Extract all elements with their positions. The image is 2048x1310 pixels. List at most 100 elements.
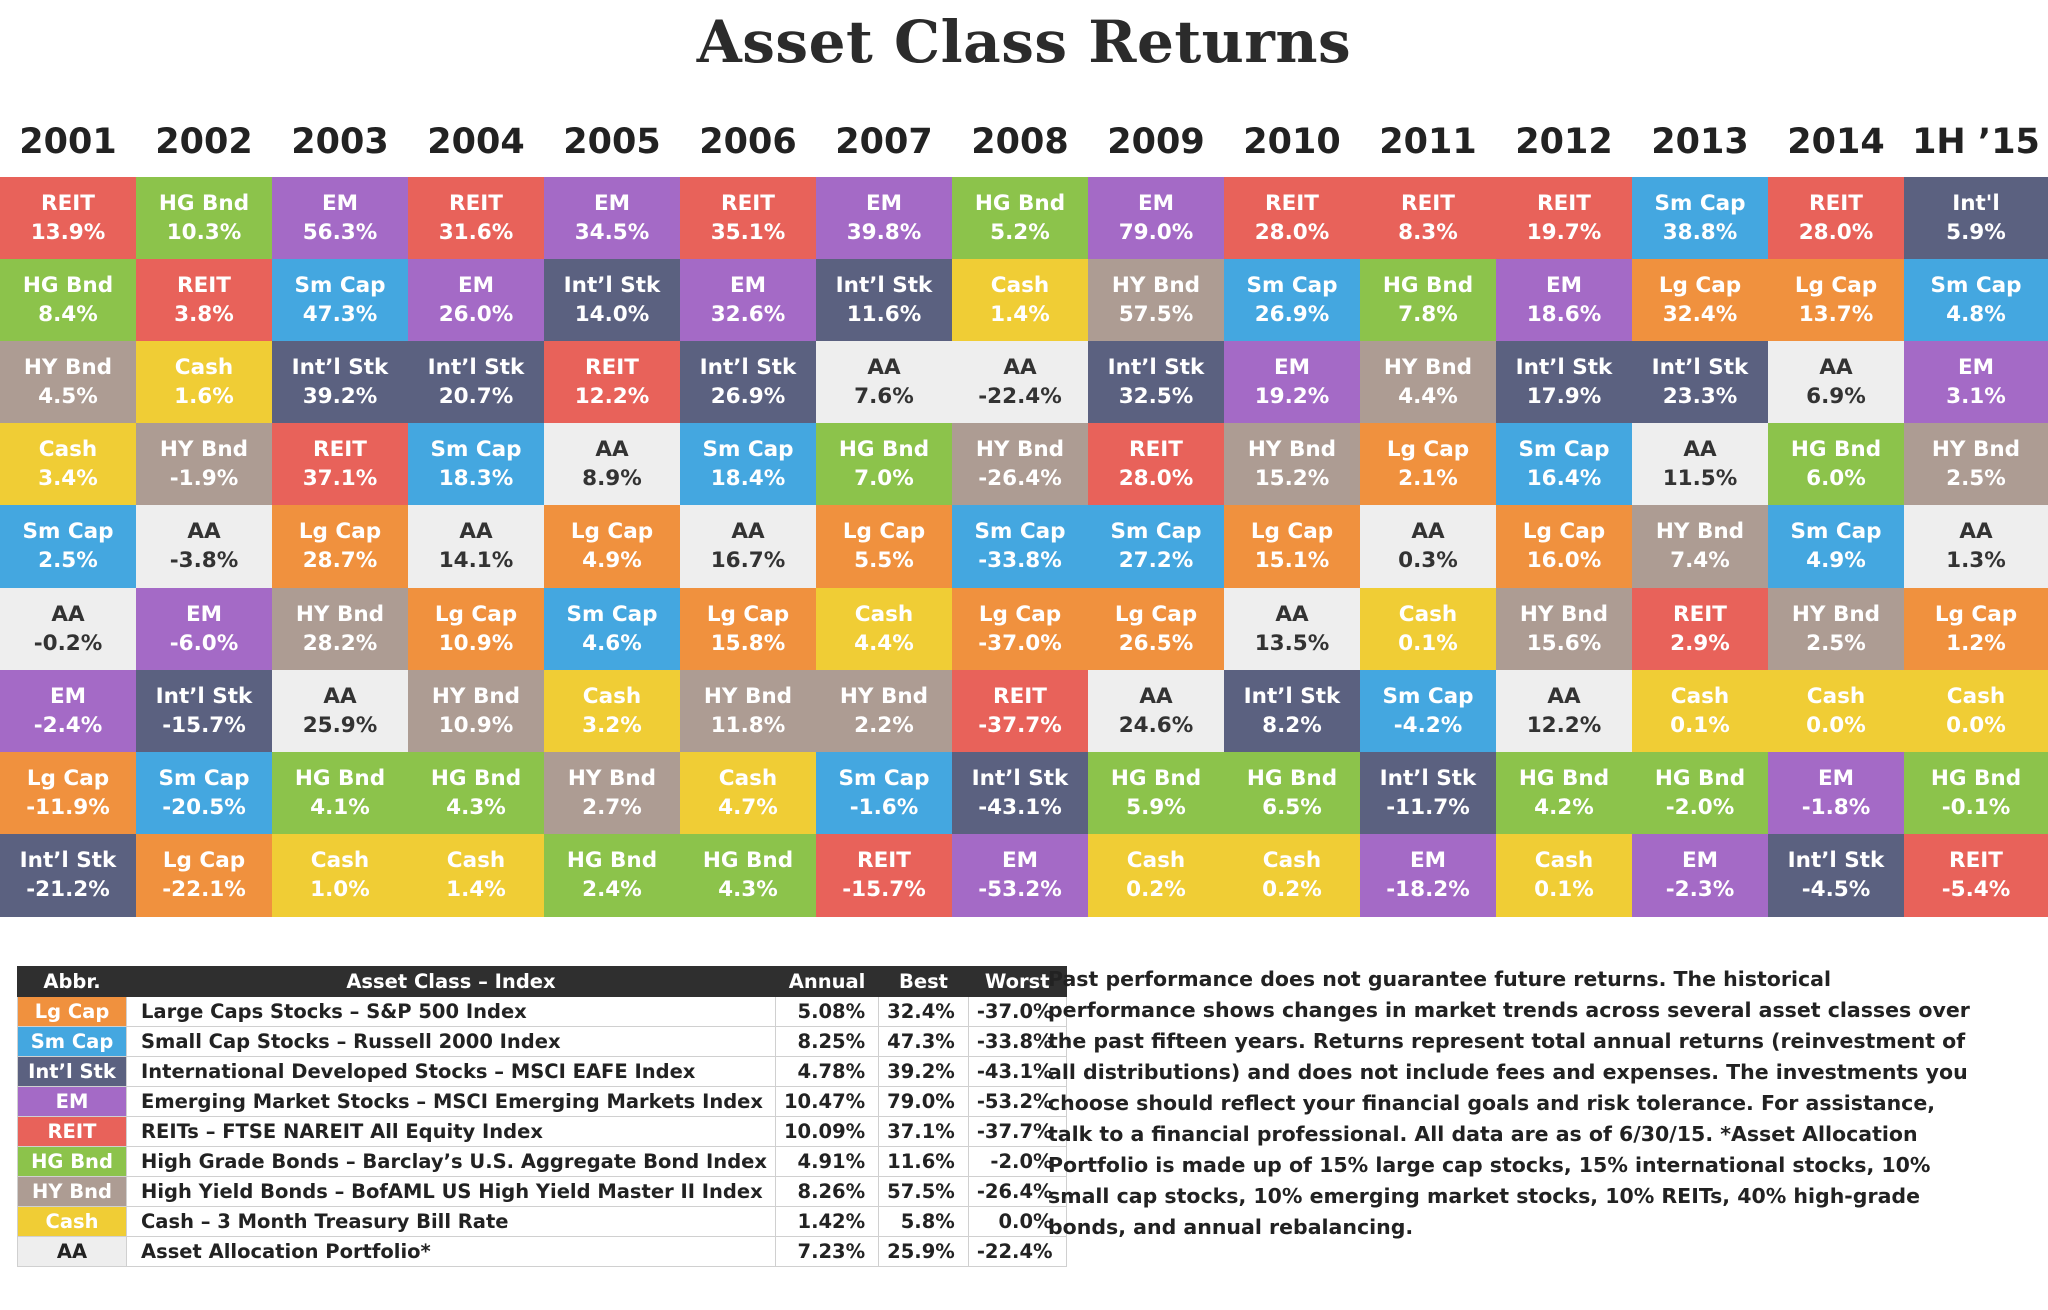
legend-best: 5.8% (878, 1206, 969, 1237)
cell-return-value: 6.0% (1806, 466, 1866, 492)
return-cell: Int’l Stk 26.9% (680, 341, 816, 425)
cell-return-value: -3.8% (169, 548, 239, 574)
cell-return-value: 35.1% (710, 220, 786, 245)
cell-asset-label: EM (865, 191, 903, 216)
cell-return-value: 2.1% (1398, 466, 1458, 492)
cell-return-value: 1.2% (1946, 630, 2006, 656)
cell-asset-label: Cash (1670, 683, 1730, 709)
year-label: 2008 (971, 122, 1069, 162)
cell-asset-label: REIT (1673, 601, 1727, 627)
cell-asset-label: Int’l Stk (1515, 355, 1613, 381)
cell-asset-label: EM (1137, 191, 1175, 216)
cell-asset-label: HG Bnd (158, 191, 250, 216)
cell-asset-label: HY Bnd (1111, 273, 1201, 299)
return-cell: HY Bnd 7.4% (1632, 505, 1768, 589)
return-cell: REIT 31.6% (408, 177, 544, 260)
cell-asset-label: HG Bnd (22, 273, 114, 299)
year-label: 2006 (699, 122, 797, 162)
return-cell: HY Bnd 10.9% (408, 669, 544, 753)
return-cell: HG Bnd 6.0% (1768, 423, 1904, 507)
return-cell: HG Bnd 7.8% (1360, 259, 1496, 343)
return-cell: HY Bnd -1.9% (136, 423, 272, 507)
return-cell: AA 0.3% (1360, 505, 1496, 589)
cell-asset-label: REIT (721, 191, 775, 216)
cell-return-value: 12.2% (1526, 712, 1602, 738)
legend-body: Lg Cap Large Caps Stocks – S&P 500 Index 5… (17, 996, 1067, 1267)
return-cell: HG Bnd 4.2% (1496, 751, 1632, 835)
return-cell: AA 14.1% (408, 505, 544, 589)
return-cell: EM -18.2% (1360, 833, 1496, 917)
return-cell: HG Bnd 7.0% (816, 423, 952, 507)
legend-row: Cash Cash – 3 Month Treasury Bill Rate 1.4… (17, 1206, 1067, 1237)
cell-asset-label: Int’l Stk (1651, 355, 1749, 381)
cell-return-value: 6.9% (1806, 384, 1866, 410)
cell-asset-label: Int’l Stk (427, 355, 525, 381)
cell-asset-label: AA (51, 601, 85, 627)
return-cell: REIT -5.4% (1904, 833, 2048, 917)
return-cell: AA 11.5% (1632, 423, 1768, 507)
cell-asset-label: HG Bnd (1790, 437, 1882, 463)
return-cell: HY Bnd 4.4% (1360, 341, 1496, 425)
legend-annual: 4.91% (774, 1146, 880, 1177)
return-cell: Sm Cap 4.8% (1904, 259, 2048, 343)
cell-asset-label: Int’l Stk (291, 355, 389, 381)
return-cell: AA -22.4% (952, 341, 1088, 425)
legend-header-row: Abbr. Asset Class – Index Annual Best Wo… (17, 966, 1067, 997)
cell-return-value: 28.0% (1118, 466, 1194, 492)
cell-return-value: 11.6% (846, 302, 922, 328)
cell-asset-label: EM (1545, 273, 1583, 299)
legend-abbr-swatch: Cash (17, 1206, 127, 1237)
cell-return-value: 4.5% (38, 384, 98, 410)
cell-return-value: -43.1% (978, 794, 1062, 820)
cell-asset-label: HG Bnd (1930, 765, 2022, 791)
year-label: 2010 (1243, 122, 1341, 162)
return-cell: EM 18.6% (1496, 259, 1632, 343)
legend-abbr-swatch: EM (17, 1086, 127, 1117)
cell-asset-label: AA (1683, 437, 1717, 463)
cell-asset-label: Lg Cap (26, 765, 110, 791)
return-cell: Sm Cap -4.2% (1360, 669, 1496, 753)
cell-return-value: 4.1% (310, 794, 370, 820)
return-cell: HG Bnd 4.3% (408, 751, 544, 835)
cell-return-value: -37.7% (978, 712, 1062, 738)
cell-return-value: -26.4% (978, 466, 1062, 492)
cell-asset-label: Cash (718, 765, 778, 791)
cell-return-value: -0.2% (33, 630, 103, 656)
cell-asset-label: Sm Cap (1110, 519, 1202, 545)
cell-return-value: 13.7% (1798, 302, 1874, 328)
cell-return-value: 0.2% (1126, 876, 1186, 902)
legend-worst: -37.0% (967, 996, 1067, 1027)
return-cell: HG Bnd -0.1% (1904, 751, 2048, 835)
cell-return-value: 17.9% (1526, 384, 1602, 410)
return-cell: REIT 28.0% (1768, 177, 1904, 260)
cell-asset-label: REIT (857, 847, 911, 873)
cell-return-value: 7.4% (1670, 548, 1730, 574)
cell-return-value: 4.4% (1398, 384, 1458, 410)
legend-best: 39.2% (878, 1056, 969, 1087)
cell-asset-label: Cash (174, 355, 234, 381)
legend-row: Sm Cap Small Cap Stocks – Russell 2000 In… (17, 1026, 1067, 1057)
cell-asset-label: HG Bnd (702, 847, 794, 873)
return-cell: HG Bnd 5.9% (1088, 751, 1224, 835)
cell-return-value: -4.5% (1801, 876, 1871, 902)
cell-return-value: 2.9% (1670, 630, 1730, 656)
return-cell: Sm Cap 16.4% (1496, 423, 1632, 507)
return-cell: REIT 2.9% (1632, 587, 1768, 671)
return-cell: HY Bnd 2.5% (1904, 423, 2048, 507)
cell-return-value: 0.1% (1398, 630, 1458, 656)
cell-asset-label: REIT (1129, 437, 1183, 463)
return-cell: EM 79.0% (1088, 177, 1224, 260)
cell-return-value: 18.3% (438, 466, 514, 492)
cell-return-value: 47.3% (302, 302, 378, 328)
cell-return-value: 0.3% (1398, 548, 1458, 574)
return-cell: Lg Cap -22.1% (136, 833, 272, 917)
return-cell: Int'l 5.9% (1904, 177, 2048, 260)
legend-row: HY Bnd High Yield Bonds – BofAML US High … (17, 1176, 1067, 1207)
cell-return-value: 28.2% (302, 630, 378, 656)
return-cell: Cash 0.0% (1768, 669, 1904, 753)
cell-return-value: 38.8% (1662, 220, 1738, 245)
return-cell: Sm Cap 18.4% (680, 423, 816, 507)
cell-return-value: 3.8% (174, 302, 234, 328)
cell-return-value: 5.9% (1946, 220, 2006, 245)
cell-asset-label: Cash (1262, 847, 1322, 873)
